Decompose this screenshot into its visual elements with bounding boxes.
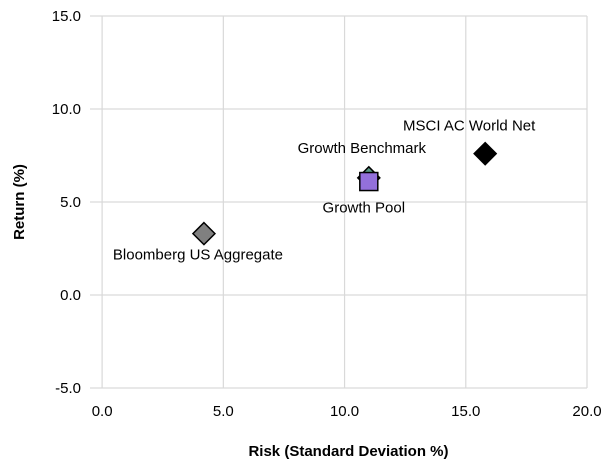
tick-labels: 0.0 5.0 10.0 15.0 20.0 -5.0 0.0 5.0 10.0 15.0 — [52, 8, 602, 420]
data-points: Bloomberg US Aggregate Growth Benchmark Gr… — [113, 118, 536, 264]
y-tick-label: 15.0 — [52, 8, 81, 25]
bloomberg-us-aggregate-label: Bloomberg US Aggregate — [113, 247, 283, 264]
msci-ac-world-net-label: MSCI AC World Net — [403, 118, 536, 135]
x-tick-label: 15.0 — [451, 403, 480, 420]
x-tick-label: 5.0 — [213, 403, 234, 420]
grid-lines — [90, 15, 588, 389]
y-tick-label: -5.0 — [55, 380, 81, 397]
bloomberg-us-aggregate-marker — [191, 221, 217, 246]
x-tick-label: 0.0 — [92, 403, 113, 420]
x-axis-title: Risk (Standard Deviation %) — [248, 443, 448, 460]
y-tick-label: 10.0 — [52, 101, 81, 118]
growth-pool-label: Growth Pool — [323, 200, 406, 217]
y-tick-label: 5.0 — [60, 194, 81, 211]
y-tick-label: 0.0 — [60, 287, 81, 304]
growth-pool-marker — [359, 171, 379, 192]
msci-ac-world-net-marker — [473, 141, 498, 166]
x-tick-label: 20.0 — [572, 403, 601, 420]
y-axis-title: Return (%) — [11, 164, 28, 240]
x-tick-label: 10.0 — [330, 403, 359, 420]
growth-benchmark-label: Growth Benchmark — [298, 140, 427, 157]
